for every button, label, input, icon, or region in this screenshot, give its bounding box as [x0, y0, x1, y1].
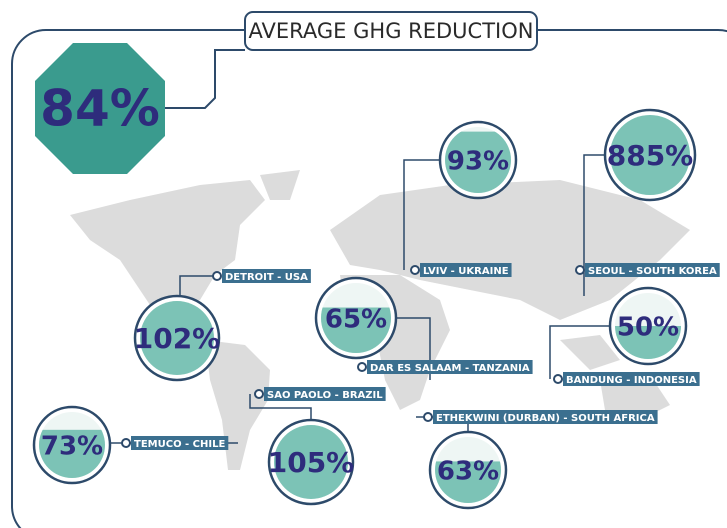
title-box [244, 11, 538, 51]
cities: 93% LVIV - UKRAINE 885% SEOUL - SOUTH KOREA… [32, 108, 720, 510]
city-label: BANDUNG - INDONESIA [566, 375, 697, 386]
city-value: 50% [617, 313, 679, 343]
connector [549, 325, 610, 379]
city-value: 93% [447, 147, 509, 177]
city-label: DETROIT - USA [225, 272, 308, 283]
label-dot [423, 412, 433, 422]
label-box [420, 263, 512, 277]
fill-level [610, 115, 690, 195]
label-dot [553, 374, 563, 384]
fill-level [274, 425, 348, 499]
connector [158, 49, 245, 109]
city-label: SAO PAOLO - BRAZIL [267, 390, 383, 401]
connector [179, 275, 213, 296]
label-box [264, 387, 386, 401]
label-box [367, 360, 533, 374]
city-value: 102% [134, 322, 221, 355]
city-label: SEOUL - SOUTH KOREA [588, 266, 717, 277]
label-box [131, 436, 229, 450]
city-label: ETHEKWINI (DURBAN) - SOUTH AFRICA [436, 413, 655, 424]
label-dot [575, 265, 585, 275]
city-value: 105% [268, 446, 355, 479]
city-value: 73% [41, 432, 103, 462]
city-value: 885% [607, 139, 694, 172]
headline-value: 84% [40, 80, 160, 138]
label-dot [254, 389, 264, 399]
connector [396, 317, 431, 380]
connector [403, 159, 440, 270]
fill-level [445, 131, 511, 193]
connector [583, 154, 605, 296]
city-label: LVIV - UKRAINE [423, 266, 509, 277]
label-box [433, 410, 658, 424]
label-box [585, 263, 720, 277]
title: AVERAGE GHG REDUCTION [249, 19, 534, 43]
fill-level [140, 301, 214, 375]
label-box [563, 372, 700, 386]
city-label: TEMUCO - CHILE [134, 439, 225, 450]
city-value: 63% [437, 457, 499, 487]
city-value: 65% [325, 305, 387, 335]
connector [249, 394, 312, 420]
city-label: DAR ES SALAAM - TANZANIA [370, 363, 530, 374]
label-dot [410, 265, 420, 275]
headline-badge [35, 43, 165, 174]
label-dot [357, 362, 367, 372]
label-dot [212, 271, 222, 281]
label-box [222, 269, 311, 283]
label-dot [121, 438, 131, 448]
